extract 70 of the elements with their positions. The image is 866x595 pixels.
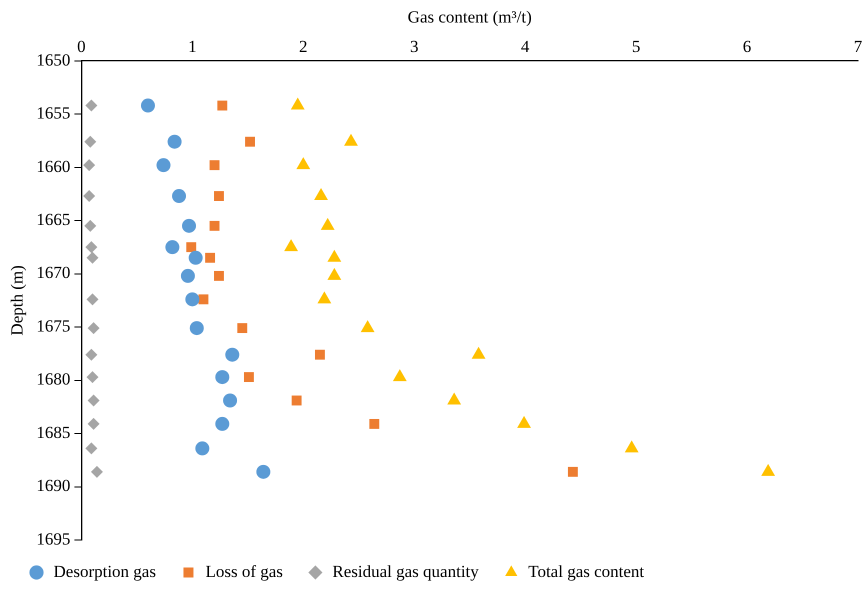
point (168, 134, 182, 149)
y-tick-label: 1670 (36, 263, 70, 282)
point (172, 189, 186, 204)
point (83, 159, 96, 172)
point (84, 136, 96, 148)
point (84, 220, 96, 232)
point (156, 158, 170, 172)
point (88, 418, 100, 430)
x-tick-label: 2 (299, 37, 308, 56)
y-tick-label: 1655 (36, 104, 70, 123)
x-tick-label: 5 (632, 37, 640, 56)
point (245, 136, 255, 147)
point (223, 394, 238, 408)
point (140, 98, 155, 113)
y-tick-label: 1650 (36, 50, 70, 70)
point (85, 241, 98, 254)
point (88, 322, 100, 334)
x-tick-label: 0 (77, 37, 86, 56)
point (215, 416, 230, 431)
y-axis-title: Depth (m) (8, 265, 27, 336)
x-tick-label: 1 (188, 37, 197, 56)
point (210, 220, 220, 231)
point (86, 371, 98, 384)
x-tick-label: 4 (520, 37, 530, 56)
point (314, 350, 325, 360)
point (198, 294, 208, 304)
point (217, 100, 228, 110)
point (86, 252, 98, 264)
point (85, 348, 98, 361)
point (182, 218, 196, 233)
point (210, 160, 220, 170)
point (185, 292, 200, 306)
point (180, 268, 195, 283)
y-tick-label: 1665 (36, 210, 70, 229)
point (215, 370, 230, 384)
y-tick-label: 1685 (36, 422, 70, 442)
point (85, 100, 98, 112)
point (292, 396, 302, 406)
y-tick-label: 1680 (36, 370, 70, 389)
point (244, 372, 254, 382)
point (86, 293, 98, 306)
point (90, 466, 103, 478)
point (205, 252, 216, 263)
point (165, 240, 180, 254)
point (188, 250, 203, 265)
y-tick-label: 1690 (36, 476, 70, 496)
point (214, 270, 224, 281)
x-axis-title: Gas content (m³/t) (408, 8, 532, 27)
point (568, 466, 578, 477)
y-tick-label: 1675 (36, 316, 70, 336)
point (256, 464, 270, 479)
y-tick-label: 1660 (36, 156, 70, 176)
point (369, 418, 380, 429)
point (88, 394, 100, 406)
point (195, 441, 210, 456)
legend-label: Total gas content (528, 562, 644, 581)
point (190, 321, 204, 336)
x-tick-label: 3 (410, 37, 418, 56)
point (83, 190, 96, 202)
legend-label: Residual gas quantity (332, 562, 480, 581)
legend-label: Loss of gas (205, 562, 283, 581)
point (186, 242, 196, 252)
point (225, 348, 240, 362)
x-tick-label: 7 (854, 37, 863, 56)
point (214, 191, 224, 201)
x-tick-label: 6 (742, 37, 752, 56)
point (237, 323, 248, 334)
y-tick-label: 1695 (36, 529, 70, 548)
legend-label: Desorption gas (54, 562, 156, 581)
point (85, 442, 98, 454)
